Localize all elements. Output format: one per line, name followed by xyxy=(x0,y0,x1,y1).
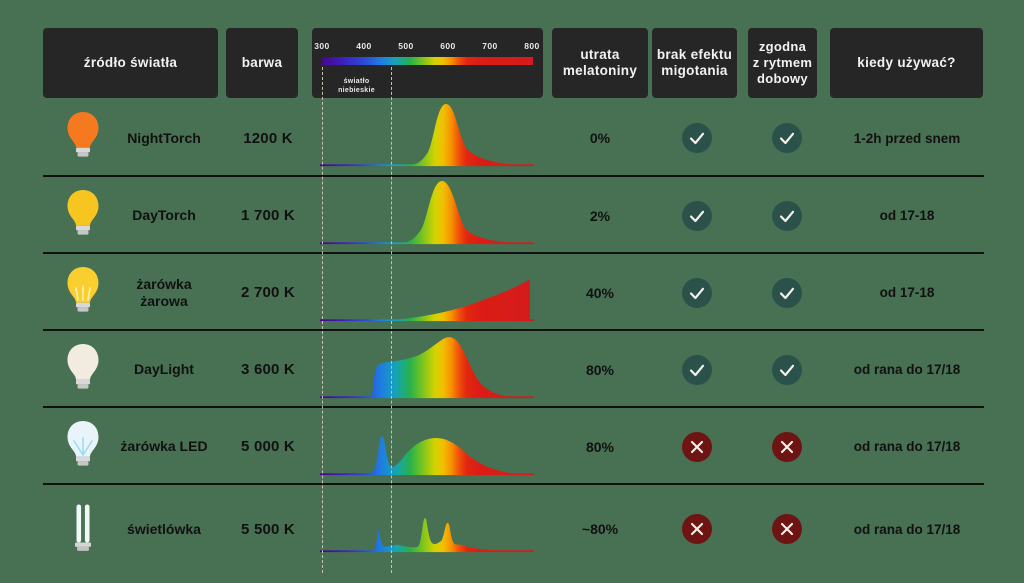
spectrum-curve xyxy=(320,104,534,166)
header-when-column: kiedy używać? xyxy=(830,28,983,98)
spectrum-chart xyxy=(320,337,534,399)
wavelength-tick: 400 xyxy=(356,41,372,51)
spectrum-curve xyxy=(320,436,534,475)
flicker-status xyxy=(682,331,712,408)
wavelength-tick: 500 xyxy=(398,41,414,51)
when-to-use: od rana do 17/18 xyxy=(853,362,961,377)
cross-icon xyxy=(682,431,712,462)
circadian-status xyxy=(772,331,802,408)
light-source-name: DayTorch xyxy=(132,207,196,224)
cross-icon xyxy=(682,514,712,544)
filament-lines xyxy=(75,284,91,301)
cfl-lamp-icon xyxy=(75,504,91,551)
header-flicker-column: brak efektu migotania xyxy=(652,28,737,98)
wavelength-tick: 800 xyxy=(524,41,540,51)
table-row: DayLight 3 600 K 80% od rana do 17/18 xyxy=(0,331,1024,408)
melatonin-loss-value: 80% xyxy=(585,361,615,378)
light-source-icon-cell xyxy=(60,408,106,485)
flicker-status xyxy=(682,99,712,177)
melatonin-loss-value: 40% xyxy=(585,284,615,301)
check-icon xyxy=(682,277,712,308)
flicker-status xyxy=(682,408,712,485)
header-color-column: barwa xyxy=(226,28,298,98)
light-source-icon-cell xyxy=(60,485,106,573)
light-source-icon-cell xyxy=(60,177,106,254)
check-icon xyxy=(772,200,802,231)
light-source-icon-cell xyxy=(60,254,106,331)
check-icon xyxy=(682,123,712,153)
blue-light-label: światło niebieskie xyxy=(338,78,375,95)
spectrum-curve xyxy=(320,279,530,321)
circadian-status xyxy=(772,177,802,254)
spectrum-curve xyxy=(320,181,534,244)
bulb-icon xyxy=(67,112,99,157)
spectrum-chart xyxy=(320,518,534,553)
color-temperature: 3 600 K xyxy=(241,361,295,378)
when-to-use: od 17-18 xyxy=(879,285,935,300)
light-source-name: żarówka żarowa xyxy=(136,275,192,309)
bulb-icon xyxy=(67,189,99,235)
color-temperature: 1 700 K xyxy=(241,207,295,224)
wavelength-tick: 300 xyxy=(314,41,330,51)
header-circadian-column: zgodna z rytmem dobowy xyxy=(748,28,817,98)
header-spectrum-column: 300 400 500 600 700 800 światło niebieskie xyxy=(312,28,543,98)
spectrum-chart xyxy=(320,279,534,322)
spectrum-scale-bar xyxy=(322,57,533,65)
color-temperature: 5 000 K xyxy=(241,438,295,455)
flicker-status xyxy=(682,485,712,573)
spectrum-curve xyxy=(320,518,534,552)
check-icon xyxy=(682,200,712,231)
header-source-column: źródło światła xyxy=(43,28,218,98)
flicker-status xyxy=(682,177,712,254)
color-temperature: 1200 K xyxy=(243,129,293,147)
light-source-name: świetlówka xyxy=(127,520,201,537)
table-row: żarówka LED 5 000 K 80% od rana do 17/18 xyxy=(0,408,1024,485)
circadian-status xyxy=(772,408,802,485)
melatonin-loss-value: 80% xyxy=(585,438,615,455)
when-to-use: od rana do 17/18 xyxy=(853,521,961,537)
light-source-icon-cell xyxy=(60,99,106,177)
led-rays xyxy=(73,436,93,456)
bulb-icon xyxy=(67,420,99,466)
melatonin-loss-value: ~80% xyxy=(581,521,619,537)
when-to-use: od 17-18 xyxy=(879,208,935,223)
circadian-status xyxy=(772,99,802,177)
when-to-use: 1-2h przed snem xyxy=(853,130,961,146)
table-row: NightTorch 1200 K 0% 1-2h przed snem xyxy=(0,99,1024,177)
melatonin-loss-value: 0% xyxy=(589,130,611,146)
light-source-name: DayLight xyxy=(134,361,194,378)
color-temperature: 5 500 K xyxy=(241,520,295,538)
wavelength-tick: 600 xyxy=(440,41,456,51)
when-to-use: od rana do 17/18 xyxy=(853,439,961,454)
blue-light-left-guide xyxy=(322,67,323,573)
wavelength-tick: 700 xyxy=(482,41,498,51)
flicker-status xyxy=(682,254,712,331)
check-icon xyxy=(772,123,802,153)
bulb-icon xyxy=(67,343,99,389)
color-temperature: 2 700 K xyxy=(241,284,295,301)
table-row: DayTorch 1 700 K 2% od 17-18 xyxy=(0,177,1024,254)
circadian-status xyxy=(772,254,802,331)
spectrum-curve xyxy=(320,337,534,398)
cross-icon xyxy=(772,514,802,544)
table-row: żarówka żarowa 2 700 K 40% od 17-18 xyxy=(0,254,1024,331)
light-source-name: NightTorch xyxy=(127,129,201,146)
spectrum-chart xyxy=(320,436,534,476)
spectrum-chart xyxy=(320,181,534,245)
table-row: świetlówka 5 500 K ~80% od rana do 17/18 xyxy=(0,485,1024,573)
bulb-icon xyxy=(67,266,99,312)
check-icon xyxy=(772,277,802,308)
light-source-icon-cell xyxy=(60,331,106,408)
spectrum-chart xyxy=(320,104,534,167)
cross-icon xyxy=(772,431,802,462)
light-source-name: żarówka LED xyxy=(120,438,208,455)
check-icon xyxy=(682,354,712,385)
header-melatonin-column: utrata melatoniny xyxy=(552,28,648,98)
blue-light-right-guide xyxy=(391,67,392,573)
circadian-status xyxy=(772,485,802,573)
melatonin-loss-value: 2% xyxy=(589,207,611,224)
check-icon xyxy=(772,354,802,385)
